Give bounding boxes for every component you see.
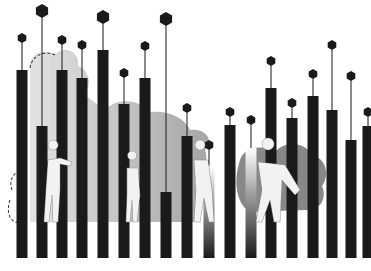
hexagon (58, 35, 67, 45)
page: (() => { const svg = document.getElement… (0, 0, 371, 271)
bar (225, 125, 236, 258)
hexagon (183, 103, 192, 113)
bar (98, 50, 109, 258)
bar (17, 70, 28, 258)
hexagon (226, 107, 235, 117)
hexagon (267, 56, 276, 66)
hexagon (78, 40, 87, 50)
illustration (0, 0, 371, 271)
bar (182, 136, 193, 258)
bar (246, 148, 257, 258)
bar (346, 140, 357, 258)
bar (161, 192, 172, 258)
hexagon (141, 41, 150, 51)
bar (363, 126, 371, 258)
bar (77, 78, 88, 258)
hexagon (36, 4, 48, 18)
hexagon (328, 40, 337, 50)
hexagon (120, 68, 129, 78)
hexagon (288, 98, 297, 108)
hexagon (347, 71, 356, 81)
hexagon (364, 107, 371, 117)
bar (327, 110, 338, 258)
hexagon (160, 12, 172, 26)
hexagon (18, 33, 27, 43)
bar (140, 78, 151, 258)
bar (308, 96, 319, 258)
hexagon (247, 115, 256, 125)
hexagon (309, 69, 318, 79)
hexagon (97, 10, 109, 24)
